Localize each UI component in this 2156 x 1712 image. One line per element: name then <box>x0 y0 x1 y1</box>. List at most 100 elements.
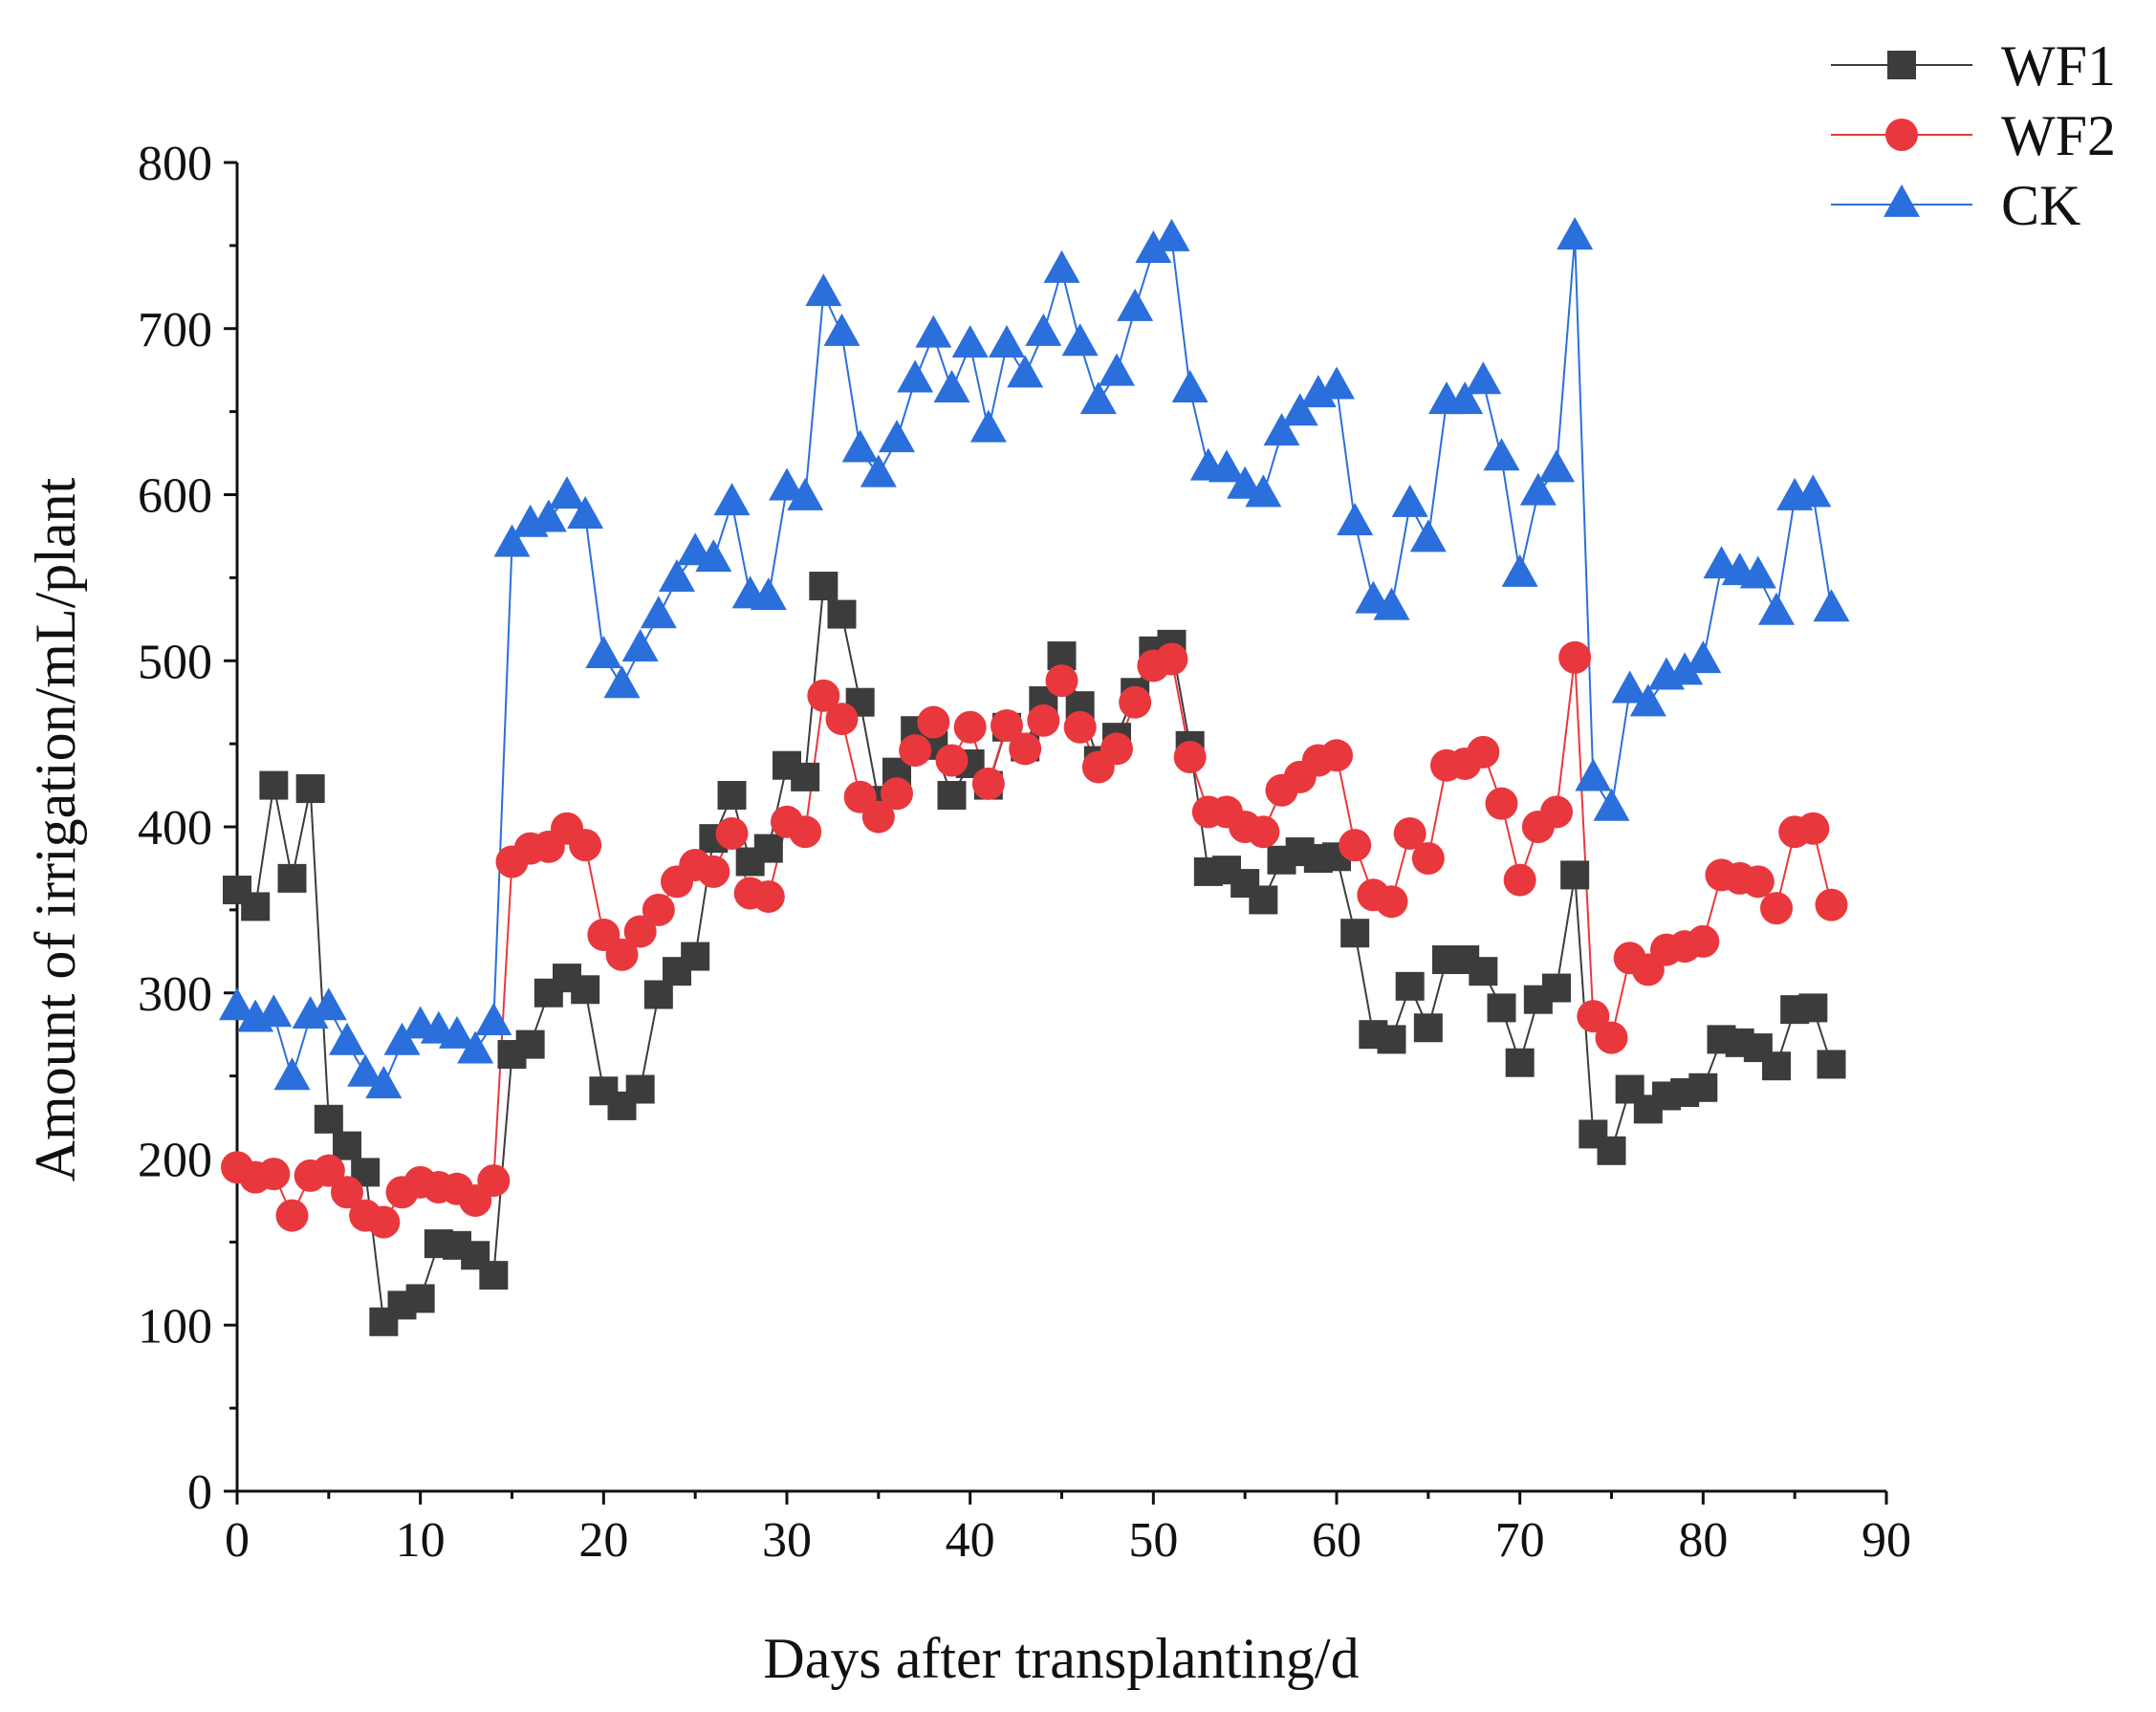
y-tick-label: 0 <box>187 1465 212 1520</box>
data-point-ck <box>1061 323 1099 357</box>
data-point-wf2 <box>1119 685 1152 719</box>
x-tick-label: 10 <box>396 1513 446 1568</box>
data-point-ck <box>823 313 860 346</box>
data-point-ck <box>1373 587 1410 620</box>
data-point-ck <box>769 467 805 501</box>
y-tick-label: 200 <box>138 1134 212 1188</box>
data-point-ck <box>1685 640 1722 674</box>
data-point-wf2 <box>697 855 730 888</box>
legend-label-wf2: WF2 <box>2001 104 2116 167</box>
data-point-ck <box>292 995 329 1029</box>
data-point-wf1 <box>717 780 747 810</box>
data-point-ck <box>695 539 732 573</box>
data-point-wf2 <box>1485 787 1518 820</box>
legend-item-ck: CK <box>1831 174 2080 237</box>
data-point-ck <box>1099 353 1135 386</box>
data-point-wf1 <box>1560 860 1590 890</box>
y-tick-label: 400 <box>138 801 212 856</box>
data-point-wf1 <box>1377 1025 1406 1054</box>
data-point-ck <box>493 524 531 557</box>
data-point-ck <box>365 1065 403 1098</box>
y-tick-label: 800 <box>138 137 212 191</box>
legend-marker-ck <box>1884 184 1920 217</box>
data-point-ck <box>1079 381 1117 415</box>
data-point-wf2 <box>275 1199 309 1232</box>
data-point-ck <box>787 477 824 510</box>
data-point-wf2 <box>1320 739 1353 772</box>
data-point-wf1 <box>1542 973 1571 1003</box>
data-point-ck <box>640 596 677 629</box>
data-point-ck <box>1209 449 1245 483</box>
data-point-wf2 <box>789 815 822 849</box>
x-tick-label: 50 <box>1128 1513 1178 1568</box>
data-point-wf1 <box>625 1074 655 1104</box>
series-points-wf2 <box>221 640 1848 1239</box>
data-point-ck <box>347 1053 384 1087</box>
x-tick-label: 0 <box>225 1513 250 1568</box>
y-tick-label: 700 <box>138 303 212 358</box>
data-point-ck <box>383 1022 421 1055</box>
data-point-wf1 <box>479 1261 509 1290</box>
data-point-wf2 <box>899 734 932 768</box>
x-tick-label: 30 <box>762 1513 812 1568</box>
data-point-wf2 <box>1393 816 1426 850</box>
data-point-ck <box>439 1015 475 1049</box>
data-point-ck <box>530 499 567 532</box>
data-point-ck <box>255 994 293 1028</box>
series-points-ck <box>219 217 1850 1098</box>
data-point-ck <box>1318 366 1355 400</box>
data-point-ck <box>1739 555 1776 589</box>
data-point-ck <box>969 409 1007 443</box>
data-point-wf2 <box>605 938 639 971</box>
data-point-wf2 <box>623 915 657 948</box>
y-tick-label: 100 <box>138 1299 212 1354</box>
data-point-wf2 <box>1045 664 1078 698</box>
data-point-ck <box>1025 313 1062 346</box>
data-point-wf1 <box>241 892 271 921</box>
data-point-wf2 <box>1100 732 1133 766</box>
data-point-wf1 <box>1505 1048 1535 1077</box>
data-point-wf1 <box>1487 993 1516 1023</box>
data-point-wf2 <box>971 767 1005 800</box>
y-axis-title: Amount of irrigation/mL/plant <box>24 477 87 1181</box>
data-point-wf2 <box>642 893 675 926</box>
data-point-ck <box>1519 472 1557 506</box>
data-point-wf2 <box>1027 704 1060 737</box>
data-point-ck <box>621 629 659 662</box>
data-point-ck <box>1281 393 1318 426</box>
data-point-wf2 <box>1577 1000 1610 1033</box>
data-point-ck <box>860 454 897 488</box>
data-point-ck <box>1007 355 1044 388</box>
data-point-wf1 <box>681 942 710 971</box>
data-point-wf1 <box>1688 1073 1718 1102</box>
data-point-wf1 <box>1817 1050 1846 1079</box>
legend-marker-wf2 <box>1885 119 1918 151</box>
series-points-wf1 <box>223 572 1846 1336</box>
data-point-ck <box>659 559 695 593</box>
x-tick-label: 70 <box>1495 1513 1545 1568</box>
legend-item-wf2: WF2 <box>1831 104 2116 167</box>
data-point-wf2 <box>715 816 749 850</box>
data-point-wf1 <box>937 780 967 810</box>
data-point-wf2 <box>1411 842 1445 876</box>
data-point-ck <box>567 496 604 530</box>
data-point-ck <box>1557 217 1594 250</box>
data-point-wf1 <box>1469 957 1498 986</box>
data-point-wf2 <box>1558 640 1592 674</box>
data-point-wf1 <box>809 572 838 601</box>
data-point-wf1 <box>1597 1136 1626 1165</box>
data-point-ck <box>879 420 915 453</box>
data-point-ck <box>219 987 255 1021</box>
data-point-wf1 <box>1249 885 1278 915</box>
data-point-ck <box>1043 249 1080 283</box>
data-point-ck <box>1611 670 1648 704</box>
legend-label-ck: CK <box>2001 174 2080 237</box>
data-point-wf1 <box>827 599 857 629</box>
data-point-wf1 <box>295 774 325 804</box>
data-point-wf2 <box>569 829 602 862</box>
data-point-wf2 <box>991 709 1023 743</box>
x-tick-label: 90 <box>1862 1513 1911 1568</box>
data-point-ck <box>1447 381 1484 415</box>
data-point-wf2 <box>1687 924 1720 958</box>
